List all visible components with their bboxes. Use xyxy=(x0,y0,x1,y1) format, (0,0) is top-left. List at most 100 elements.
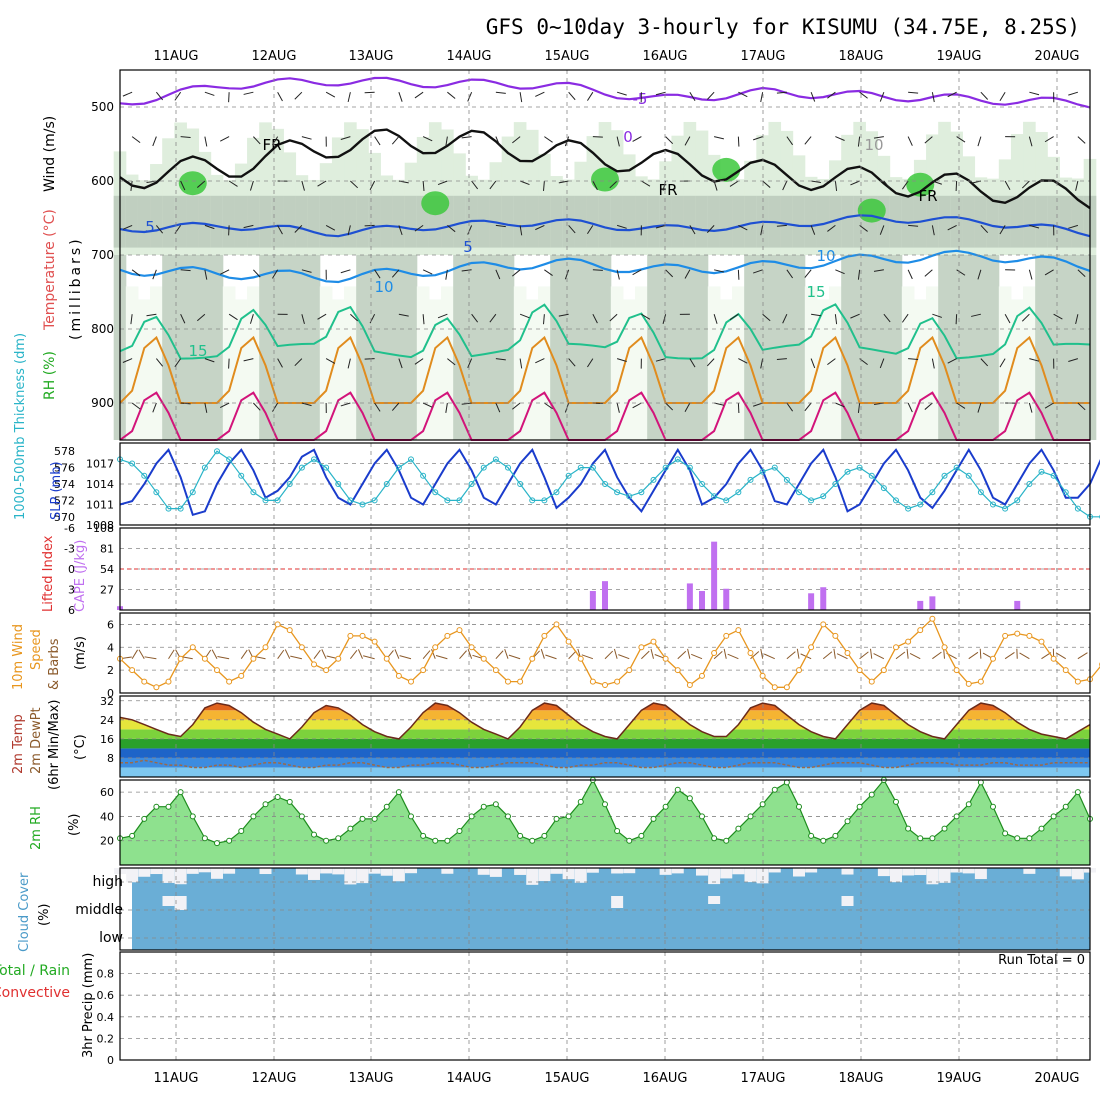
wind-barb xyxy=(204,402,208,413)
thickness-point xyxy=(286,481,293,487)
wind-barb xyxy=(980,225,989,234)
wind-barb-10m xyxy=(968,651,979,660)
wind-barb xyxy=(519,358,523,369)
wind-barb xyxy=(1053,313,1063,320)
wind-barb-10m xyxy=(836,653,848,660)
wind-speed-point xyxy=(189,644,196,651)
rh2m-point xyxy=(274,794,281,800)
wind-barb xyxy=(512,269,521,277)
high-cloud-gap xyxy=(562,868,575,880)
wind-speed-point xyxy=(893,644,899,651)
wind-barb xyxy=(810,92,816,102)
wind-barb xyxy=(422,269,433,275)
wind-barb xyxy=(445,269,448,280)
li-tick-label: -6 xyxy=(64,522,75,535)
rh-shade-mid xyxy=(501,195,515,248)
lifted-index-label: Lifted Index xyxy=(41,535,56,612)
rh2m-point xyxy=(614,828,621,834)
rh-shade-mid xyxy=(550,195,563,248)
thickness-point xyxy=(153,489,160,496)
wind-barb xyxy=(374,136,381,146)
high-cloud-gap xyxy=(611,868,624,874)
rh2m-point xyxy=(953,813,960,820)
wind-barb xyxy=(931,225,935,236)
rh-shade-low xyxy=(210,255,224,440)
wind-barb xyxy=(340,269,351,274)
wind-barb-10m xyxy=(399,655,412,660)
wind-speed-point xyxy=(626,667,633,674)
wind-barb xyxy=(873,269,884,272)
wind-barb-10m xyxy=(723,648,727,659)
thickness-point xyxy=(723,497,730,504)
high-cloud-gap xyxy=(514,868,527,875)
wind-units-label: (m/s) xyxy=(73,636,88,670)
thickness-point xyxy=(1062,489,1069,496)
high-cloud-gap xyxy=(805,868,818,873)
wind-speed-point xyxy=(711,650,718,656)
high-cloud-gap xyxy=(1059,868,1072,877)
slp-line xyxy=(119,447,1100,517)
temp-band xyxy=(120,748,1090,758)
rh2m-point xyxy=(468,813,475,820)
wind-barb-10m xyxy=(932,651,942,660)
rh-shade-low xyxy=(950,255,963,440)
top-date-label: 13AUG xyxy=(348,49,393,64)
rh2m-point xyxy=(747,813,754,820)
temperature-label: Temperature (°C) xyxy=(42,209,58,331)
rh-shade-mid xyxy=(295,195,309,248)
high-cloud-gap xyxy=(259,868,272,875)
wind-barb xyxy=(662,314,667,324)
rh-shade-mid xyxy=(938,195,951,248)
wind-barb xyxy=(471,180,479,190)
wind-speed-point xyxy=(214,667,220,674)
rh-shade-low xyxy=(938,255,951,440)
thickness-point xyxy=(990,501,996,508)
wind-speed-point xyxy=(1026,632,1033,639)
wind-barb-10m xyxy=(650,648,654,659)
wind-barb xyxy=(956,136,966,143)
rh-shade-low xyxy=(804,286,818,440)
rh-shade-mid xyxy=(986,195,1000,248)
high-cloud-gap xyxy=(902,868,915,876)
wind-barb xyxy=(398,92,403,102)
wind-barb xyxy=(467,358,473,369)
wind-barb xyxy=(901,180,909,190)
high-cloud-gap xyxy=(671,868,684,874)
wind-barb xyxy=(568,91,576,101)
wind-barb-10m xyxy=(211,649,218,659)
wind-barb xyxy=(592,180,598,191)
wind-barb xyxy=(1028,269,1033,280)
wind-barb xyxy=(130,314,133,325)
wind-barb xyxy=(253,402,261,411)
wind-speed-point xyxy=(432,644,439,651)
rh2m-point xyxy=(298,813,305,820)
wind-barb xyxy=(437,313,448,319)
thickness-point xyxy=(844,468,851,475)
high-cloud-gap xyxy=(332,868,345,875)
wind-barb xyxy=(294,358,303,367)
wind-barb xyxy=(616,402,620,413)
wind-barb xyxy=(447,358,456,366)
wind-barb-10m xyxy=(313,649,321,660)
thickness-point xyxy=(1014,497,1021,504)
thickness-point xyxy=(541,497,548,504)
thickness-point xyxy=(662,464,669,471)
wind-barb xyxy=(243,224,254,229)
rh-shade-mid xyxy=(234,195,248,248)
rh-shade-mid xyxy=(792,195,806,248)
rh-shade-mid xyxy=(1010,195,1024,248)
wind-barb-10m xyxy=(859,651,869,660)
high-cloud-gap xyxy=(368,868,381,874)
wind-barb xyxy=(834,314,838,325)
thickness-point xyxy=(977,489,984,496)
wind-barb xyxy=(587,358,594,368)
wind-barb xyxy=(1044,269,1054,276)
high-cloud-gap xyxy=(574,868,587,883)
rh-shade-low xyxy=(962,255,976,440)
wind-barb xyxy=(219,269,230,275)
rh-high-patch xyxy=(421,191,450,216)
wind-panel-ylabel: 10m Wind Speed & Barbs (m/s) xyxy=(11,624,88,690)
wind-barb xyxy=(977,269,982,280)
rh-shade-low xyxy=(780,255,794,440)
wind-barb xyxy=(737,136,740,147)
